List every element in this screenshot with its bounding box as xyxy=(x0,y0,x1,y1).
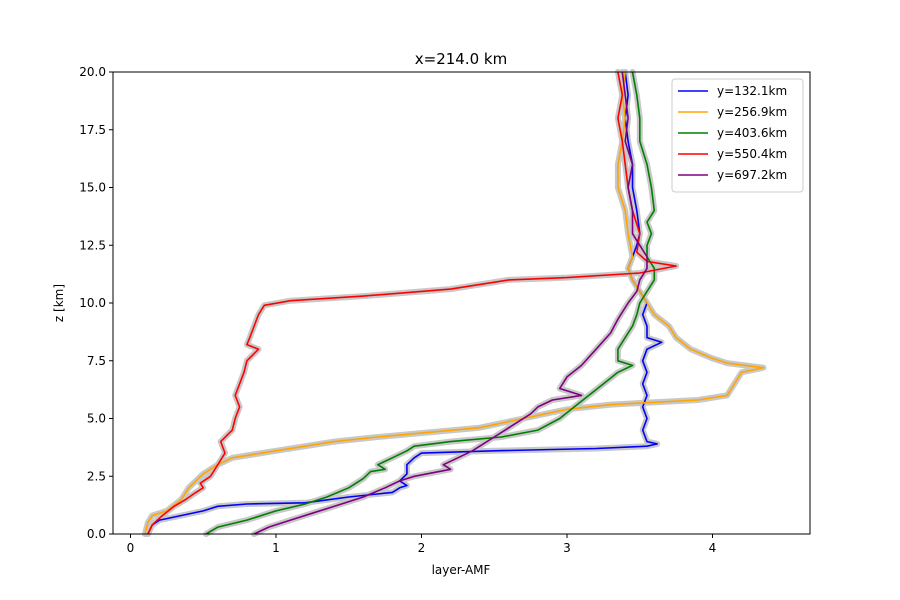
series-lines xyxy=(144,71,765,535)
x-tick-label: 3 xyxy=(563,541,571,555)
series-line-0 xyxy=(147,71,663,535)
y-tick-label: 7.5 xyxy=(87,354,106,368)
legend-label-2: y=403.6km xyxy=(717,126,787,140)
legend-label-1: y=256.9km xyxy=(717,105,787,119)
x-tick-label: 4 xyxy=(709,541,717,555)
legend-label-4: y=697.2km xyxy=(717,168,787,182)
x-tick-label: 2 xyxy=(418,541,426,555)
y-tick-label: 12.5 xyxy=(79,238,106,252)
y-axis-label: z [km] xyxy=(52,284,66,322)
y-tick-label: 17.5 xyxy=(79,123,106,137)
legend-label-0: y=132.1km xyxy=(717,84,787,98)
x-tick-label: 1 xyxy=(272,541,280,555)
y-tick-label: 0.0 xyxy=(87,527,106,541)
series-line-2 xyxy=(205,71,656,535)
x-tick-label: 0 xyxy=(127,541,135,555)
y-tick-label: 15.0 xyxy=(79,181,106,195)
y-tick-label: 20.0 xyxy=(79,65,106,79)
legend-label-3: y=550.4km xyxy=(717,147,787,161)
x-axis-ticks: 0 1 2 3 4 xyxy=(127,534,717,555)
legend: y=132.1km y=256.9km y=403.6km y=550.4km y=69… xyxy=(671,78,804,193)
series-line-4 xyxy=(253,71,648,535)
legend-box xyxy=(671,78,804,193)
chart-title: x=214.0 km xyxy=(415,50,507,68)
y-tick-label: 5.0 xyxy=(87,412,106,426)
y-tick-label: 2.5 xyxy=(87,469,106,483)
y-axis-ticks: 0.0 2.5 5.0 7.5 10.0 12.5 15.0 17.5 20.0 xyxy=(79,65,113,541)
y-tick-label: 10.0 xyxy=(79,296,106,310)
series-line-1 xyxy=(144,71,765,535)
x-axis-label: layer-AMF xyxy=(432,563,491,577)
series-line-3 xyxy=(147,71,677,535)
